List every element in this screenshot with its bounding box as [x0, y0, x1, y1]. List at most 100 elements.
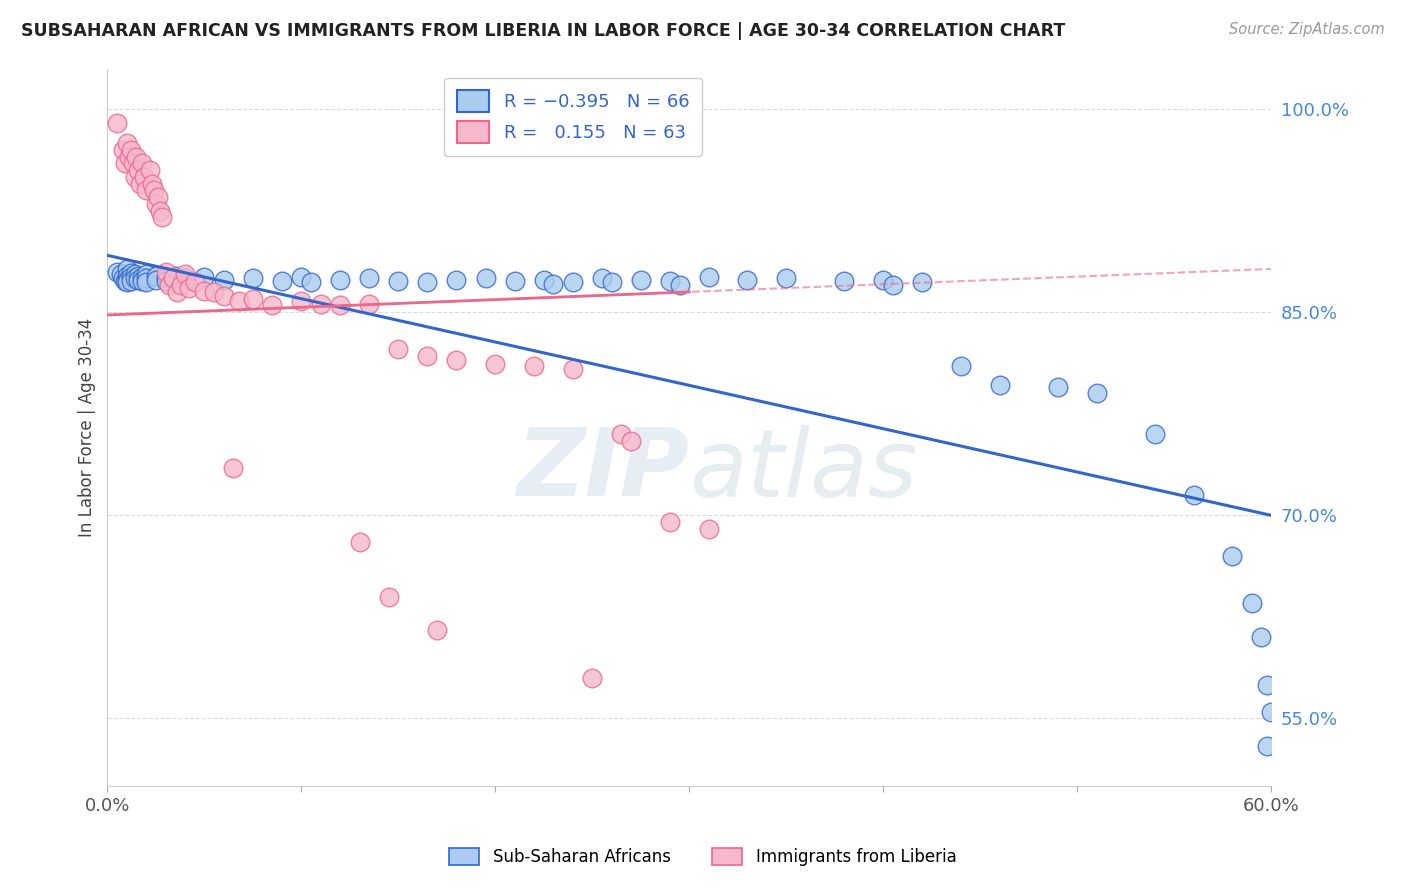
- Point: [193, 270, 215, 285]
- Point: [115, 276, 138, 290]
- Text: ZIP: ZIP: [516, 425, 689, 516]
- Point: [155, 274, 177, 288]
- Point: [129, 177, 152, 191]
- Point: [872, 273, 894, 287]
- Point: [193, 284, 215, 298]
- Point: [162, 271, 184, 285]
- Point: [591, 271, 613, 285]
- Point: [115, 136, 138, 150]
- Point: [115, 273, 138, 287]
- Point: [737, 273, 759, 287]
- Point: [134, 169, 156, 184]
- Point: [150, 211, 173, 225]
- Point: [212, 289, 235, 303]
- Point: [523, 359, 546, 374]
- Point: [561, 362, 583, 376]
- Point: [1046, 380, 1069, 394]
- Point: [474, 271, 496, 285]
- Point: [177, 281, 200, 295]
- Point: [561, 276, 583, 290]
- Point: [135, 271, 157, 285]
- Point: [174, 268, 197, 282]
- Point: [135, 276, 157, 290]
- Point: [349, 535, 371, 549]
- Point: [105, 116, 128, 130]
- Point: [127, 163, 149, 178]
- Point: [882, 278, 904, 293]
- Point: [911, 276, 934, 290]
- Y-axis label: In Labor Force | Age 30-34: In Labor Force | Age 30-34: [79, 318, 96, 537]
- Point: [165, 268, 187, 283]
- Point: [775, 271, 797, 285]
- Point: [387, 274, 409, 288]
- Point: [127, 268, 149, 283]
- Point: [697, 522, 720, 536]
- Point: [446, 352, 468, 367]
- Point: [127, 273, 149, 287]
- Point: [426, 624, 449, 638]
- Point: [834, 274, 856, 288]
- Point: [146, 190, 169, 204]
- Text: Source: ZipAtlas.com: Source: ZipAtlas.com: [1229, 22, 1385, 37]
- Point: [120, 143, 142, 157]
- Point: [359, 271, 381, 285]
- Point: [503, 274, 526, 288]
- Point: [543, 277, 565, 291]
- Point: [131, 274, 153, 288]
- Point: [988, 378, 1011, 392]
- Point: [125, 149, 148, 163]
- Point: [1182, 488, 1205, 502]
- Point: [242, 292, 264, 306]
- Point: [242, 271, 264, 285]
- Point: [1256, 739, 1278, 753]
- Point: [170, 278, 193, 293]
- Text: SUBSAHARAN AFRICAN VS IMMIGRANTS FROM LIBERIA IN LABOR FORCE | AGE 30-34 CORRELA: SUBSAHARAN AFRICAN VS IMMIGRANTS FROM LI…: [21, 22, 1066, 40]
- Point: [142, 183, 165, 197]
- Point: [110, 268, 132, 282]
- Point: [141, 177, 163, 191]
- Point: [359, 297, 381, 311]
- Point: [120, 274, 142, 288]
- Point: [377, 590, 399, 604]
- Point: [145, 268, 167, 283]
- Point: [1240, 596, 1263, 610]
- Text: atlas: atlas: [689, 425, 918, 516]
- Point: [121, 156, 143, 170]
- Point: [329, 298, 352, 312]
- Point: [620, 434, 643, 448]
- Point: [131, 156, 153, 170]
- Point: [114, 156, 136, 170]
- Point: [135, 183, 157, 197]
- Point: [600, 276, 623, 290]
- Point: [1260, 705, 1282, 719]
- Point: [159, 278, 181, 293]
- Point: [290, 294, 312, 309]
- Point: [145, 197, 167, 211]
- Point: [183, 276, 205, 290]
- Point: [115, 261, 138, 276]
- Point: [124, 169, 146, 184]
- Point: [697, 270, 720, 285]
- Point: [155, 270, 177, 285]
- Point: [658, 515, 681, 529]
- Point: [668, 278, 690, 293]
- Point: [212, 273, 235, 287]
- Point: [139, 163, 162, 178]
- Point: [484, 357, 506, 371]
- Point: [174, 276, 197, 290]
- Point: [271, 274, 294, 288]
- Point: [155, 265, 177, 279]
- Point: [533, 273, 555, 287]
- Point: [131, 270, 153, 285]
- Point: [1143, 427, 1166, 442]
- Point: [630, 273, 652, 287]
- Point: [1085, 386, 1108, 401]
- Point: [145, 273, 167, 287]
- Point: [262, 298, 284, 312]
- Point: [387, 342, 409, 356]
- Legend: R = −0.395   N = 66, R =   0.155   N = 63: R = −0.395 N = 66, R = 0.155 N = 63: [444, 78, 702, 156]
- Point: [120, 266, 142, 280]
- Point: [1220, 549, 1243, 563]
- Point: [329, 273, 352, 287]
- Point: [1250, 630, 1272, 644]
